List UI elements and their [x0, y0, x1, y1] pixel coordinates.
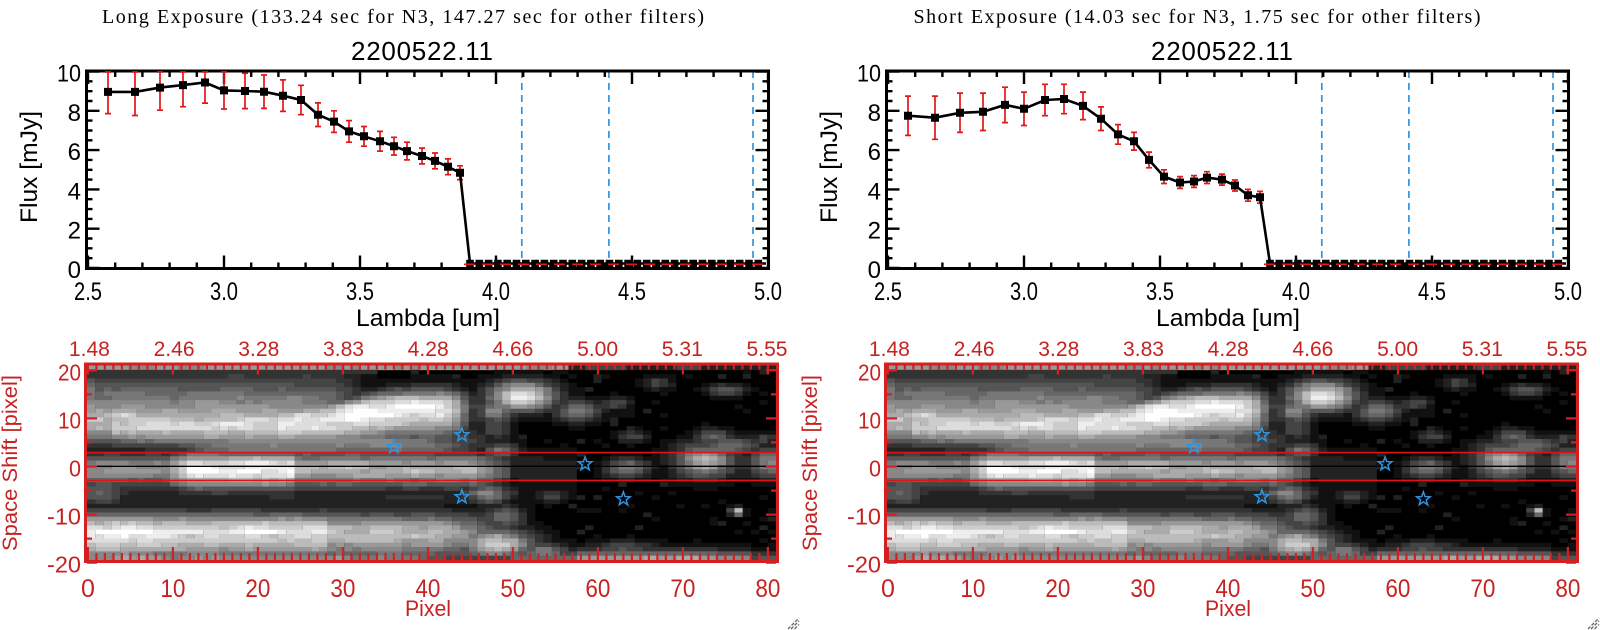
- svg-text:2200522.11: 2200522.11: [351, 36, 493, 66]
- svg-text:Short Exposure (14.03 sec for: Short Exposure (14.03 sec for N3, 1.75 s…: [914, 6, 1481, 28]
- svg-text:Long Exposure (133.24 sec for: Long Exposure (133.24 sec for N3, 147.27…: [102, 6, 704, 28]
- svg-text:2200522.11: 2200522.11: [1151, 36, 1293, 66]
